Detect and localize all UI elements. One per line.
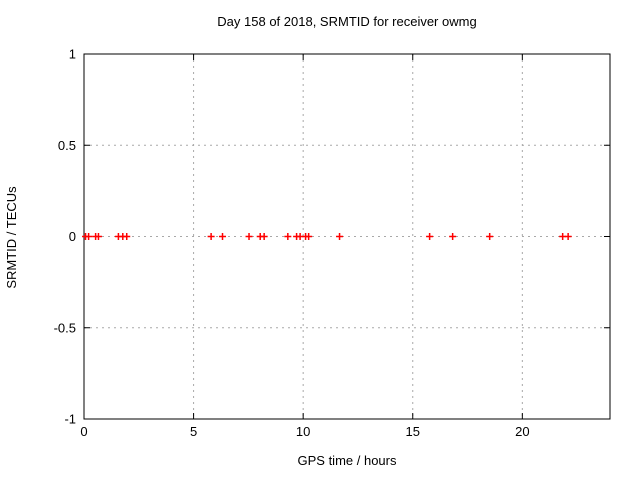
chart-title: Day 158 of 2018, SRMTID for receiver owm… [217,14,477,29]
x-tick-label: 15 [406,424,420,439]
y-tick-label: -1 [64,412,76,427]
data-point [260,233,268,240]
data-points [82,233,572,240]
x-tick-label: 10 [296,424,310,439]
data-point [207,233,215,240]
data-point [245,233,253,240]
data-point [94,233,102,240]
tick-labels: 0 5 10 15 20 1 0.5 0 -0.5 -1 [54,47,530,440]
y-tick-label: 1 [69,47,76,62]
data-point [449,233,457,240]
y-tick-label: 0 [69,229,76,244]
x-tick-label: 20 [515,424,529,439]
y-tick-label: 0.5 [58,138,76,153]
data-point [85,233,93,240]
y-tick-label: -0.5 [54,320,76,335]
y-axis-label: SRMTID / TECUs [4,186,19,289]
data-point [123,233,131,240]
data-point [336,233,344,240]
data-point [564,233,572,240]
data-point [305,233,313,240]
data-point [426,233,434,240]
data-point [486,233,494,240]
grid-lines [84,54,610,419]
data-point [284,233,292,240]
x-tick-label: 5 [190,424,197,439]
data-point [219,233,227,240]
x-axis-label: GPS time / hours [297,453,397,468]
x-tick-label: 0 [80,424,87,439]
